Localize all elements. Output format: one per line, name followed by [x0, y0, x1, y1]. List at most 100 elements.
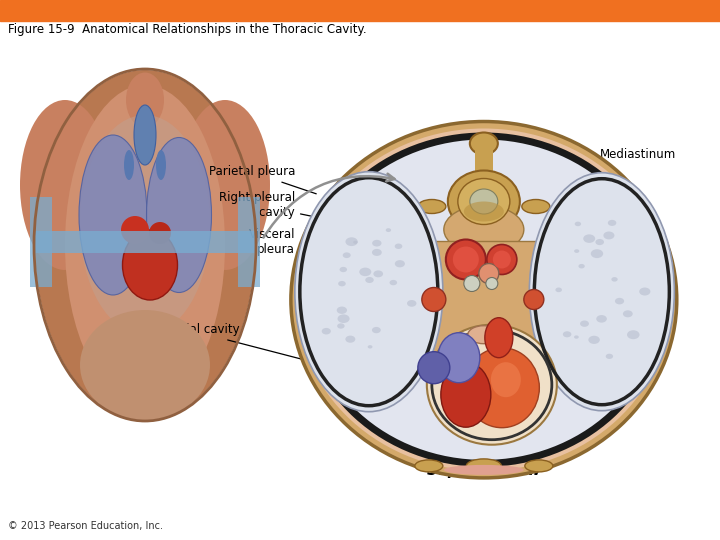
Text: Right Lung: Right Lung	[330, 273, 402, 286]
Ellipse shape	[580, 320, 589, 327]
Ellipse shape	[146, 138, 212, 293]
Ellipse shape	[338, 281, 346, 286]
Ellipse shape	[418, 199, 446, 213]
Ellipse shape	[563, 331, 572, 338]
Ellipse shape	[595, 239, 604, 245]
Ellipse shape	[427, 325, 557, 445]
Ellipse shape	[346, 237, 358, 246]
Ellipse shape	[79, 135, 147, 295]
Circle shape	[422, 287, 446, 312]
Bar	[30, 197, 52, 287]
Ellipse shape	[467, 459, 501, 473]
Ellipse shape	[529, 173, 675, 411]
Ellipse shape	[343, 252, 351, 258]
Ellipse shape	[438, 333, 480, 383]
Ellipse shape	[525, 460, 553, 472]
Ellipse shape	[338, 314, 350, 323]
Ellipse shape	[470, 132, 498, 154]
Ellipse shape	[337, 323, 345, 329]
Text: Figure 15-9  Anatomical Relationships in the Thoracic Cavity.: Figure 15-9 Anatomical Relationships in …	[8, 23, 366, 36]
Ellipse shape	[590, 249, 603, 258]
Ellipse shape	[583, 234, 595, 243]
Text: Parietal pleura: Parietal pleura	[209, 165, 316, 194]
Bar	[475, 141, 493, 172]
Ellipse shape	[444, 206, 524, 253]
Ellipse shape	[623, 310, 633, 318]
Text: Mediastinum: Mediastinum	[508, 148, 676, 176]
Ellipse shape	[346, 335, 356, 343]
Ellipse shape	[575, 221, 581, 226]
Ellipse shape	[353, 241, 358, 244]
Bar	[0, 0, 720, 21]
Ellipse shape	[588, 336, 600, 344]
Circle shape	[464, 275, 480, 292]
Ellipse shape	[458, 179, 510, 225]
Ellipse shape	[448, 171, 520, 233]
Ellipse shape	[80, 310, 210, 420]
Polygon shape	[419, 241, 549, 370]
Ellipse shape	[606, 354, 613, 359]
Ellipse shape	[395, 244, 402, 249]
Ellipse shape	[20, 100, 110, 270]
Ellipse shape	[390, 280, 397, 285]
Ellipse shape	[611, 277, 618, 282]
Ellipse shape	[386, 228, 391, 232]
Ellipse shape	[608, 220, 616, 226]
Ellipse shape	[365, 277, 374, 283]
Ellipse shape	[627, 330, 639, 339]
Ellipse shape	[297, 129, 671, 471]
Ellipse shape	[578, 264, 585, 268]
Circle shape	[524, 289, 544, 309]
Ellipse shape	[25, 58, 265, 432]
Ellipse shape	[615, 298, 624, 305]
Ellipse shape	[464, 201, 504, 221]
Circle shape	[487, 245, 517, 274]
Ellipse shape	[308, 139, 660, 460]
Ellipse shape	[149, 222, 171, 244]
Ellipse shape	[180, 100, 270, 270]
Ellipse shape	[485, 318, 513, 357]
Circle shape	[493, 251, 511, 268]
Ellipse shape	[395, 260, 405, 267]
Ellipse shape	[464, 348, 539, 428]
Ellipse shape	[491, 362, 521, 397]
Ellipse shape	[441, 362, 491, 427]
Ellipse shape	[468, 326, 500, 343]
Ellipse shape	[639, 287, 650, 295]
Ellipse shape	[470, 189, 498, 214]
Text: Right pleural
    cavity: Right pleural cavity	[219, 191, 316, 219]
Ellipse shape	[368, 345, 372, 348]
FancyArrowPatch shape	[264, 174, 395, 238]
Ellipse shape	[555, 287, 562, 292]
Ellipse shape	[603, 232, 614, 239]
Ellipse shape	[322, 328, 331, 334]
Ellipse shape	[65, 85, 225, 405]
Text: © 2013 Pearson Education, Inc.: © 2013 Pearson Education, Inc.	[8, 521, 163, 531]
Ellipse shape	[35, 70, 255, 420]
Ellipse shape	[574, 249, 580, 253]
Text: Pericardial cavity: Pericardial cavity	[138, 323, 436, 394]
Ellipse shape	[359, 268, 372, 276]
Circle shape	[479, 264, 499, 284]
Ellipse shape	[372, 327, 381, 333]
Text: Visceral
pleura: Visceral pleura	[248, 228, 318, 256]
Ellipse shape	[301, 132, 667, 467]
Ellipse shape	[156, 150, 166, 180]
Text: Heart: Heart	[485, 405, 522, 418]
Text: Superior view: Superior view	[427, 462, 541, 477]
Bar	[238, 197, 260, 287]
Ellipse shape	[291, 122, 677, 478]
Ellipse shape	[372, 249, 382, 256]
Ellipse shape	[134, 105, 156, 165]
Ellipse shape	[574, 335, 579, 339]
Ellipse shape	[295, 172, 443, 411]
Ellipse shape	[596, 315, 607, 322]
Ellipse shape	[30, 64, 260, 426]
Ellipse shape	[337, 307, 347, 314]
Ellipse shape	[444, 465, 524, 475]
Ellipse shape	[35, 70, 255, 420]
Bar	[35, 231, 255, 253]
Circle shape	[446, 240, 486, 280]
Ellipse shape	[522, 199, 550, 213]
Ellipse shape	[340, 267, 347, 272]
